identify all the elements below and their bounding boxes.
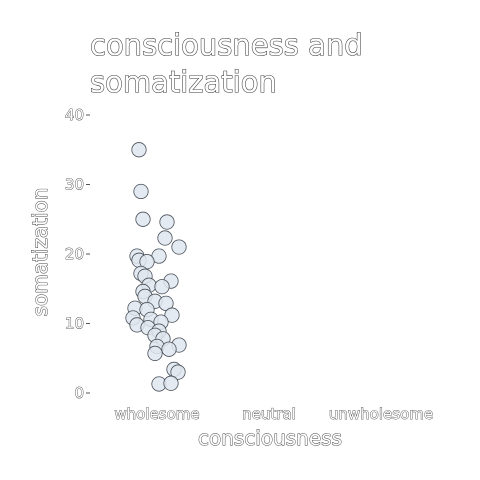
data-point [162,342,176,356]
data-point [164,376,178,390]
x-tick-label-neutral: neutral [242,405,296,423]
data-point [172,240,186,254]
data-points [126,143,186,392]
data-point [134,184,148,198]
data-point [155,279,169,293]
y-tick-label: 0 [74,384,84,402]
y-axis: 0 10 20 30 40 [65,106,90,402]
y-tick-label: 10 [65,315,84,333]
x-tick-label-wholesome: wholesome [114,405,199,423]
x-axis-label: consciousness [198,426,342,450]
data-point [158,231,172,245]
chart-title-line-1: consciousness and [90,28,363,62]
x-tick-label-unwholesome: unwholesome [329,405,433,423]
y-tick-label: 30 [65,176,84,194]
y-tick-label: 40 [65,106,84,124]
data-point [160,215,174,229]
x-axis: wholesome neutral unwholesome [114,405,433,423]
y-tick-label: 20 [65,245,84,263]
data-point [148,346,162,360]
data-point [132,143,146,157]
data-point [136,212,150,226]
chart-title-line-2: somatization [90,65,277,99]
y-axis-label: somatization [28,188,52,317]
